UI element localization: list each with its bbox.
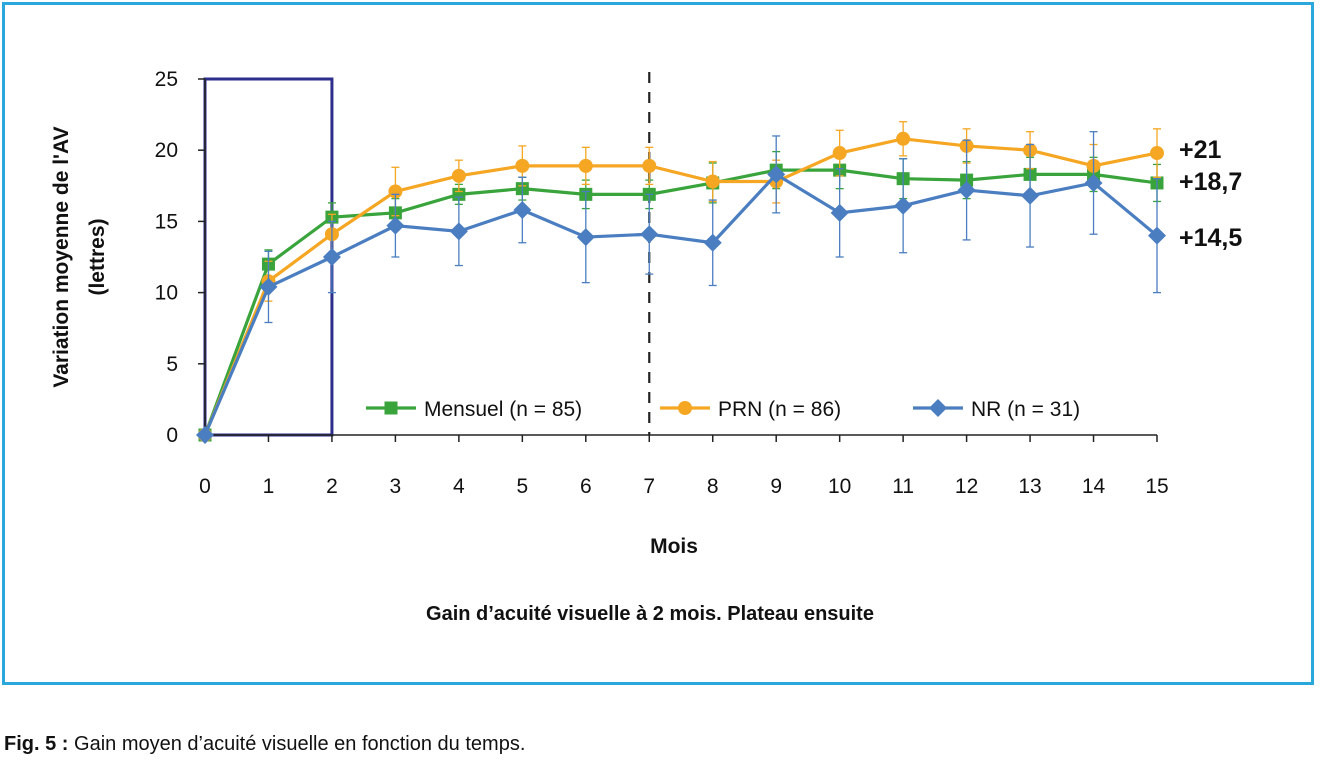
- y-axis-title-line1: Variation moyenne de l'AV: [50, 126, 73, 387]
- y-tick-label: 25: [155, 68, 178, 91]
- x-tick-label: 14: [1082, 475, 1106, 498]
- data-point: [832, 146, 847, 161]
- figure-frame: [2, 2, 1314, 685]
- legend-label: Mensuel (n = 85): [424, 398, 582, 421]
- data-point: [1150, 146, 1164, 161]
- x-tick-label: 6: [580, 475, 592, 498]
- data-point: [957, 181, 976, 200]
- data-point: [642, 158, 657, 173]
- legend-layer: Mensuel (n = 85) PRN (n = 86) NR (n = 31): [366, 398, 1080, 421]
- series-line: [203, 137, 1158, 436]
- legend-swatch-marker: [929, 399, 947, 417]
- data-point: [705, 174, 720, 189]
- series-line: [203, 168, 1158, 436]
- data-point: [576, 228, 595, 247]
- data-point: [640, 225, 659, 244]
- data-point: [896, 131, 911, 146]
- x-tick-label: 12: [955, 475, 978, 498]
- end-labels-layer: +18,7 +21 +14,5: [1179, 136, 1242, 252]
- data-point: [767, 165, 786, 184]
- series-line: [203, 172, 1159, 436]
- x-axis-title: Mois: [650, 535, 698, 558]
- x-tick-label: 9: [770, 475, 782, 498]
- data-point: [894, 196, 913, 215]
- data-point: [386, 216, 405, 235]
- y-tick-label: 10: [155, 282, 178, 305]
- data-point: [322, 248, 341, 266]
- data-point: [515, 158, 530, 173]
- x-tick-label: 15: [1145, 475, 1168, 498]
- data-point: [578, 158, 593, 173]
- x-tick-label: 13: [1018, 475, 1041, 498]
- end-value-label: +21: [1179, 136, 1222, 164]
- data-point: [1084, 173, 1103, 192]
- x-tick-label: 0: [199, 475, 211, 498]
- x-tick-label: 4: [453, 475, 465, 498]
- legend-label: PRN (n = 86): [718, 398, 841, 421]
- data-point: [196, 426, 214, 444]
- caption-lead: Fig. 5 :: [4, 733, 69, 755]
- legend-swatch-marker: [678, 401, 692, 415]
- data-point: [451, 168, 466, 183]
- x-tick-label: 11: [892, 475, 914, 498]
- y-tick-label: 0: [166, 424, 178, 447]
- x-tick-label: 1: [263, 475, 275, 498]
- caption-text: Gain moyen d’acuité visuelle en fonction…: [68, 733, 526, 755]
- x-tick-label: 2: [326, 475, 338, 498]
- series-layer: [196, 121, 1166, 444]
- data-point: [1148, 226, 1166, 245]
- data-point: [830, 203, 849, 222]
- x-tick-label: 8: [707, 475, 719, 498]
- data-point: [703, 233, 722, 252]
- data-point: [259, 277, 278, 296]
- data-point: [1021, 186, 1040, 205]
- x-tick-label: 7: [643, 475, 655, 498]
- x-tick-label: 3: [390, 475, 402, 498]
- data-point: [388, 184, 403, 199]
- data-point: [513, 201, 532, 220]
- y-tick-label: 15: [155, 210, 178, 233]
- end-value-label: +14,5: [1179, 224, 1242, 252]
- series-1: [198, 121, 1164, 442]
- y-axis-title-line2: (lettres): [86, 218, 109, 295]
- legend-swatch-marker: [384, 401, 398, 415]
- x-tick-label: 5: [516, 475, 528, 498]
- chart-subtitle: Gain d’acuité visuelle à 2 mois. Plateau…: [426, 603, 874, 625]
- x-tick-label: 10: [828, 475, 851, 498]
- legend-label: NR (n = 31): [971, 398, 1080, 421]
- y-tick-label: 5: [166, 353, 178, 376]
- data-point: [449, 222, 468, 241]
- figure-caption: Fig. 5 : Gain moyen d’acuité visuelle en…: [4, 733, 525, 756]
- end-value-label: +18,7: [1179, 168, 1242, 196]
- series-2: [196, 131, 1166, 444]
- y-tick-label: 20: [155, 139, 178, 162]
